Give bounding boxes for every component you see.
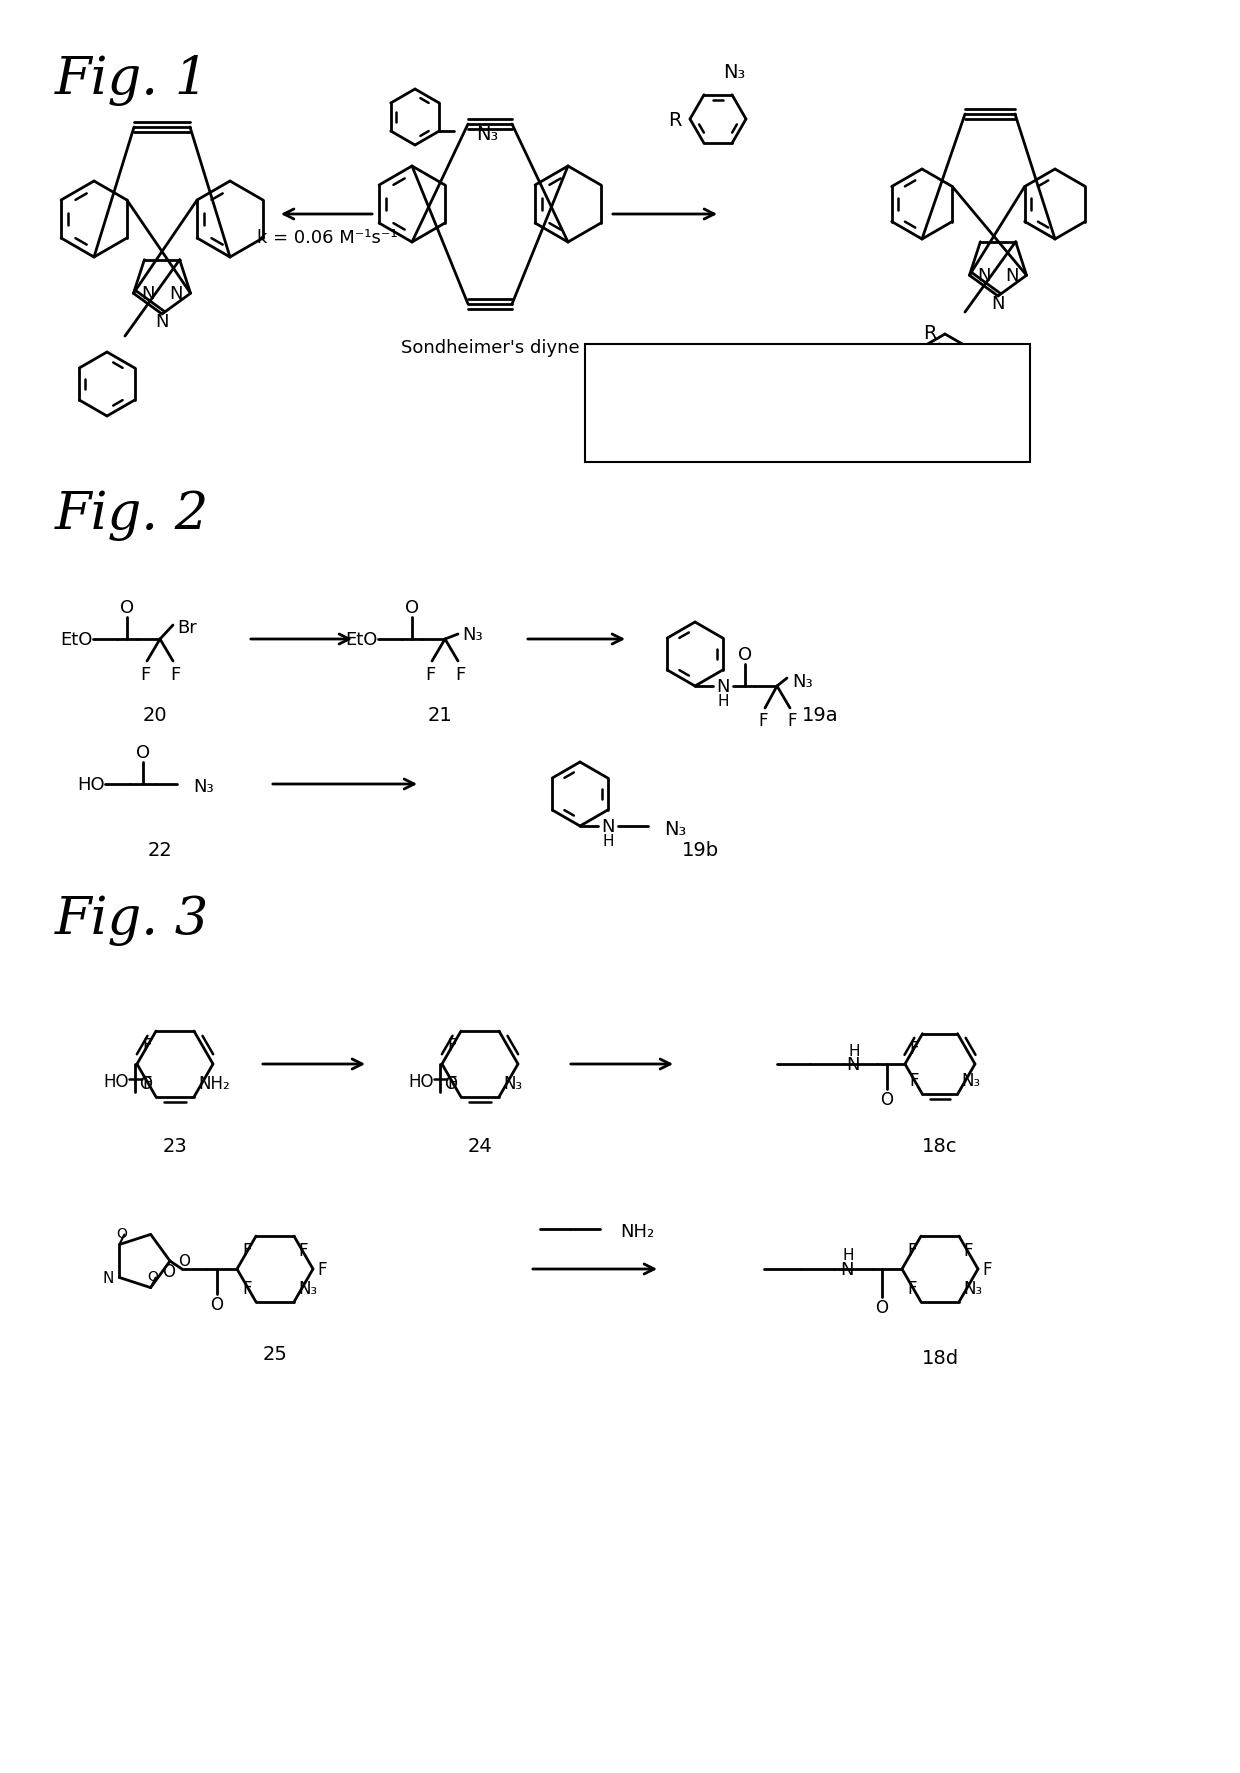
Text: F: F [243,1241,252,1259]
Text: 21: 21 [428,706,453,723]
Text: O: O [875,1298,889,1316]
Text: HO: HO [103,1073,129,1090]
Text: R = H   :  0.0088 M⁻¹s⁻¹: R = H : 0.0088 M⁻¹s⁻¹ [596,358,795,376]
Text: N: N [847,1055,861,1073]
Text: N₃: N₃ [963,1278,982,1298]
Text: N₃: N₃ [503,1074,522,1092]
Text: N: N [1006,268,1018,285]
Text: F: F [908,1278,918,1298]
Text: O: O [444,1074,458,1092]
Text: N₃: N₃ [663,819,686,839]
Text: N: N [717,677,730,695]
Text: = CF₃ :  0.0079 M⁻¹s⁻¹  (x0.9): = CF₃ : 0.0079 M⁻¹s⁻¹ (x0.9) [596,427,842,445]
Text: Sondheimer's diyne: Sondheimer's diyne [401,339,579,356]
Text: F: F [909,1039,919,1057]
Text: F: F [982,1261,992,1278]
Text: R: R [668,110,682,129]
Text: F: F [317,1261,326,1278]
Text: N₃: N₃ [723,64,745,82]
Text: 20: 20 [143,706,167,723]
Text: O: O [148,1269,157,1284]
Text: Fig. 1: Fig. 1 [55,55,210,106]
Text: N: N [141,285,155,303]
Text: O: O [136,743,150,762]
Text: F: F [455,665,465,684]
Text: 19a: 19a [802,706,838,723]
Text: NH₂: NH₂ [620,1222,655,1241]
Text: 22: 22 [148,840,172,858]
Text: F: F [243,1278,252,1298]
Text: F: F [298,1241,308,1259]
Text: 18d: 18d [921,1347,959,1367]
Text: N₃: N₃ [193,778,213,796]
Text: F: F [143,1074,153,1092]
Text: 19b: 19b [682,840,718,858]
Text: O: O [880,1090,894,1108]
Text: Br: Br [177,619,197,637]
Text: 24: 24 [467,1136,492,1156]
Text: O: O [211,1296,223,1314]
Text: O: O [738,645,753,663]
Text: N: N [841,1261,854,1278]
Text: N₃: N₃ [298,1278,317,1298]
Text: N₃: N₃ [463,626,482,644]
Text: O: O [179,1254,190,1269]
Text: O: O [405,599,419,617]
Text: H: H [842,1248,854,1262]
Bar [585,344,1030,463]
Text: O: O [120,599,134,617]
Text: F: F [963,1241,972,1259]
Text: F: F [758,711,768,729]
Text: N₃: N₃ [961,1071,981,1090]
Text: N₃: N₃ [476,124,498,144]
Text: F: F [787,711,797,729]
Text: N: N [103,1269,114,1285]
Text: N: N [977,268,991,285]
Text: R: R [924,324,937,342]
Text: F: F [140,665,150,684]
Text: O: O [139,1074,153,1092]
Text: F: F [908,1241,918,1259]
Text: H: H [603,833,614,847]
Text: F: F [909,1071,919,1090]
Text: F: F [143,1037,153,1055]
Text: HO: HO [408,1073,434,1090]
Text: Fig. 3: Fig. 3 [55,895,210,945]
Text: N: N [991,294,1004,312]
Text: O: O [115,1225,126,1239]
Text: 23: 23 [162,1136,187,1156]
Text: F: F [170,665,180,684]
Text: Fig. 2: Fig. 2 [55,489,210,541]
Text: H: H [848,1043,861,1058]
Text: 25: 25 [263,1344,288,1363]
Text: F: F [425,665,435,684]
Text: NH₂: NH₂ [198,1074,229,1092]
Text: F: F [448,1074,458,1092]
Text: HO: HO [77,775,105,794]
Text: N: N [155,312,169,332]
Text: N₃: N₃ [792,672,812,691]
Text: k = 0.06 M⁻¹s⁻¹: k = 0.06 M⁻¹s⁻¹ [257,229,397,246]
Text: 18c: 18c [923,1136,957,1156]
Text: N: N [601,817,615,835]
Text: H: H [717,693,729,707]
Text: EtO: EtO [346,631,378,649]
Text: = OMe: 0.033 M⁻¹s⁻¹   (x3.8): = OMe: 0.033 M⁻¹s⁻¹ (x3.8) [596,392,836,410]
Text: O: O [162,1262,175,1280]
Text: EtO: EtO [61,631,93,649]
Text: N: N [169,285,182,303]
Text: F: F [448,1037,458,1055]
